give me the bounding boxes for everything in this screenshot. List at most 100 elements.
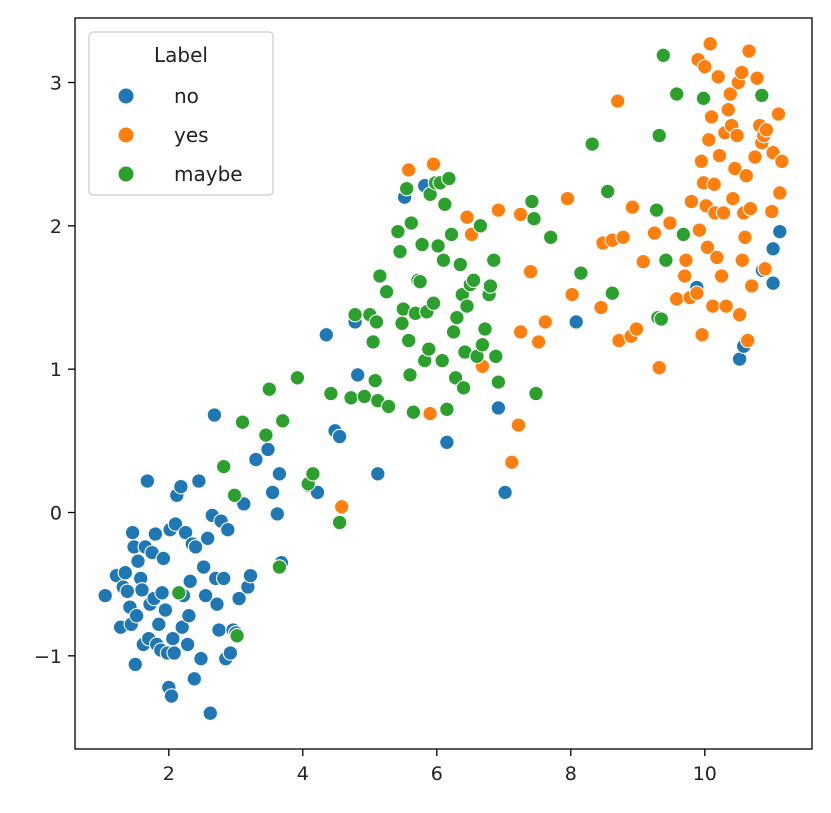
x-tick-label: 8 bbox=[565, 763, 577, 785]
point-yes bbox=[742, 200, 759, 217]
point-yes bbox=[770, 106, 787, 122]
x-axis: 2 4 6 8 10 bbox=[163, 749, 717, 785]
legend-label-no: no bbox=[174, 84, 199, 108]
point-yes bbox=[646, 225, 663, 241]
legend-title: Label bbox=[154, 43, 208, 67]
point-yes bbox=[691, 222, 708, 238]
point-maybe bbox=[486, 252, 502, 268]
point-no bbox=[151, 616, 167, 633]
point-yes bbox=[422, 405, 438, 422]
point-yes bbox=[459, 209, 475, 225]
point-no bbox=[195, 559, 212, 575]
legend-label-maybe: maybe bbox=[174, 162, 243, 186]
point-no bbox=[117, 564, 134, 581]
point-maybe bbox=[542, 229, 559, 246]
point-no bbox=[181, 607, 197, 624]
point-maybe bbox=[452, 256, 469, 273]
point-yes bbox=[504, 454, 520, 471]
point-no bbox=[154, 585, 170, 601]
point-maybe bbox=[434, 352, 450, 369]
point-no bbox=[215, 570, 232, 587]
point-maybe bbox=[414, 236, 430, 253]
point-yes bbox=[774, 153, 790, 170]
point-maybe bbox=[425, 295, 442, 311]
point-maybe bbox=[430, 238, 446, 254]
point-maybe bbox=[305, 466, 321, 482]
point-no bbox=[128, 607, 145, 624]
point-yes bbox=[711, 147, 728, 164]
y-tick-label: 1 bbox=[50, 359, 62, 381]
point-no bbox=[193, 650, 209, 667]
point-maybe bbox=[447, 370, 464, 386]
point-yes bbox=[757, 261, 773, 277]
point-maybe bbox=[261, 381, 278, 397]
point-yes bbox=[743, 278, 760, 294]
point-yes bbox=[530, 334, 547, 350]
point-no bbox=[248, 451, 264, 468]
y-tick-label: 3 bbox=[50, 73, 62, 95]
point-yes bbox=[737, 229, 753, 246]
point-no bbox=[370, 466, 386, 482]
point-no bbox=[157, 602, 174, 618]
legend-marker-maybe bbox=[117, 165, 135, 183]
point-maybe bbox=[604, 285, 621, 301]
point-no bbox=[119, 583, 136, 600]
point-yes bbox=[683, 193, 700, 210]
point-no bbox=[211, 622, 227, 638]
point-maybe bbox=[445, 324, 462, 340]
point-yes bbox=[734, 252, 751, 268]
point-no bbox=[202, 705, 219, 721]
point-yes bbox=[512, 324, 529, 340]
point-maybe bbox=[655, 47, 672, 64]
point-maybe bbox=[271, 559, 288, 575]
point-maybe bbox=[439, 401, 455, 418]
point-yes bbox=[537, 314, 554, 330]
point-no bbox=[174, 619, 190, 635]
point-maybe bbox=[229, 628, 245, 644]
point-yes bbox=[727, 160, 743, 177]
point-yes bbox=[624, 199, 641, 215]
point-yes bbox=[697, 58, 713, 75]
point-no bbox=[209, 596, 225, 612]
point-no bbox=[765, 241, 781, 257]
point-yes bbox=[425, 156, 442, 172]
point-yes bbox=[758, 122, 775, 138]
point-no bbox=[497, 484, 513, 501]
point-yes bbox=[720, 101, 737, 118]
point-maybe bbox=[490, 374, 507, 390]
point-yes bbox=[678, 252, 694, 268]
point-maybe bbox=[367, 372, 383, 389]
point-yes bbox=[333, 499, 350, 515]
point-yes bbox=[559, 190, 576, 207]
point-no bbox=[731, 351, 748, 367]
point-yes bbox=[715, 205, 732, 221]
point-no bbox=[490, 400, 507, 416]
y-tick-label: −1 bbox=[34, 646, 62, 668]
point-no bbox=[187, 539, 204, 555]
point-maybe bbox=[289, 370, 306, 386]
point-yes bbox=[593, 299, 609, 316]
point-yes bbox=[709, 249, 725, 266]
point-maybe bbox=[658, 252, 674, 268]
point-yes bbox=[510, 417, 527, 433]
point-no bbox=[197, 587, 214, 604]
point-no bbox=[199, 530, 216, 547]
point-maybe bbox=[402, 367, 418, 383]
point-no bbox=[271, 466, 288, 482]
point-yes bbox=[693, 153, 710, 170]
point-maybe bbox=[398, 180, 415, 197]
point-no bbox=[124, 524, 141, 541]
point-no bbox=[318, 327, 335, 343]
point-yes bbox=[628, 321, 645, 337]
point-no bbox=[331, 428, 348, 445]
point-yes bbox=[609, 93, 626, 109]
point-maybe bbox=[435, 252, 452, 268]
point-yes bbox=[733, 64, 750, 81]
point-yes bbox=[731, 306, 748, 323]
point-no bbox=[139, 473, 156, 489]
point-maybe bbox=[390, 223, 406, 240]
point-yes bbox=[703, 109, 720, 125]
point-yes bbox=[729, 127, 745, 144]
point-maybe bbox=[455, 380, 472, 396]
point-maybe bbox=[695, 90, 712, 107]
